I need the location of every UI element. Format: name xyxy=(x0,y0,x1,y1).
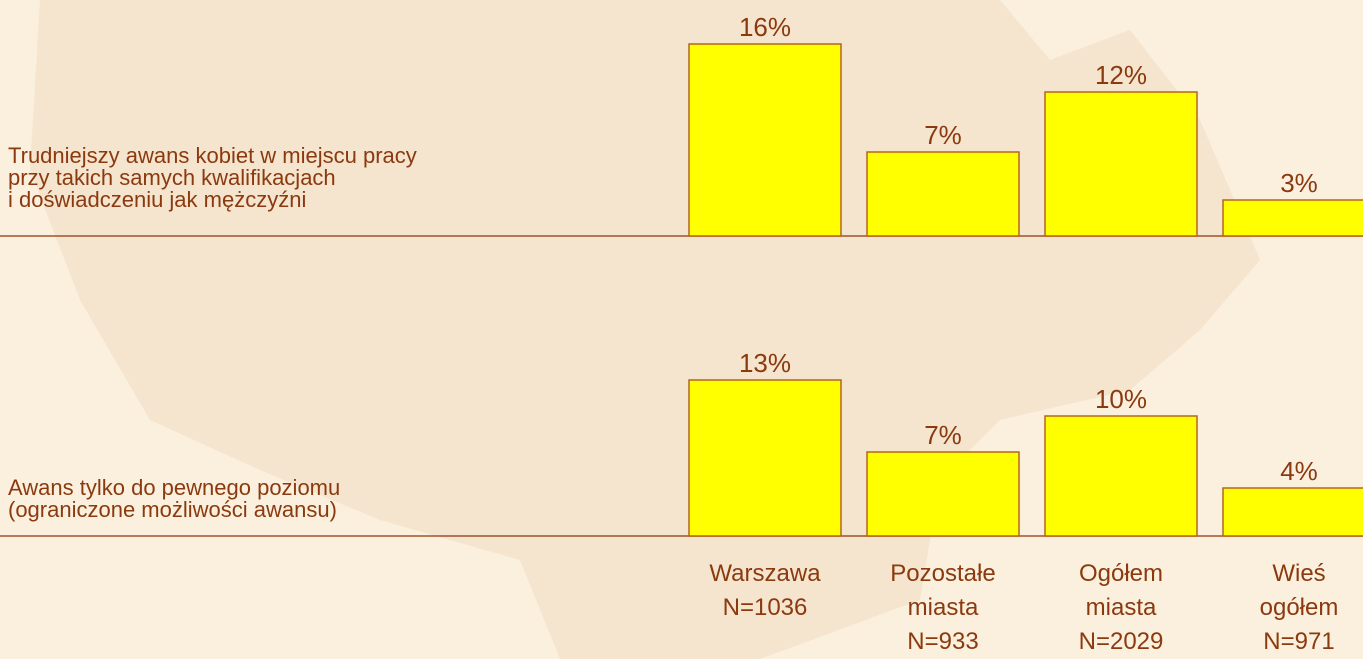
bar xyxy=(866,151,1020,237)
row-label: Awans tylko do pewnego poziomu (ogranicz… xyxy=(8,475,341,522)
value-label: 3% xyxy=(1280,168,1318,198)
bar xyxy=(1222,487,1363,537)
bar xyxy=(688,379,842,537)
row-label: Trudniejszy awans kobiet w miejscu pracy… xyxy=(8,143,417,212)
value-label: 10% xyxy=(1095,384,1147,414)
value-label: 4% xyxy=(1280,456,1318,486)
bar xyxy=(1044,91,1198,237)
category-label: Ogółem miasta N=2029 xyxy=(1078,560,1164,655)
bar xyxy=(1044,415,1198,537)
value-label: 12% xyxy=(1095,60,1147,90)
bar xyxy=(688,43,842,237)
category-label: Pozostałe miasta N=933 xyxy=(890,560,996,655)
value-label: 13% xyxy=(739,348,791,378)
bar xyxy=(1222,199,1363,237)
bar xyxy=(866,451,1020,537)
value-label: 7% xyxy=(924,120,962,150)
value-label: 7% xyxy=(924,420,962,450)
category-label: Wieś ogółem N=971 xyxy=(1259,560,1339,655)
value-label: 16% xyxy=(739,12,791,42)
category-label: Warszawa N=1036 xyxy=(709,560,821,621)
